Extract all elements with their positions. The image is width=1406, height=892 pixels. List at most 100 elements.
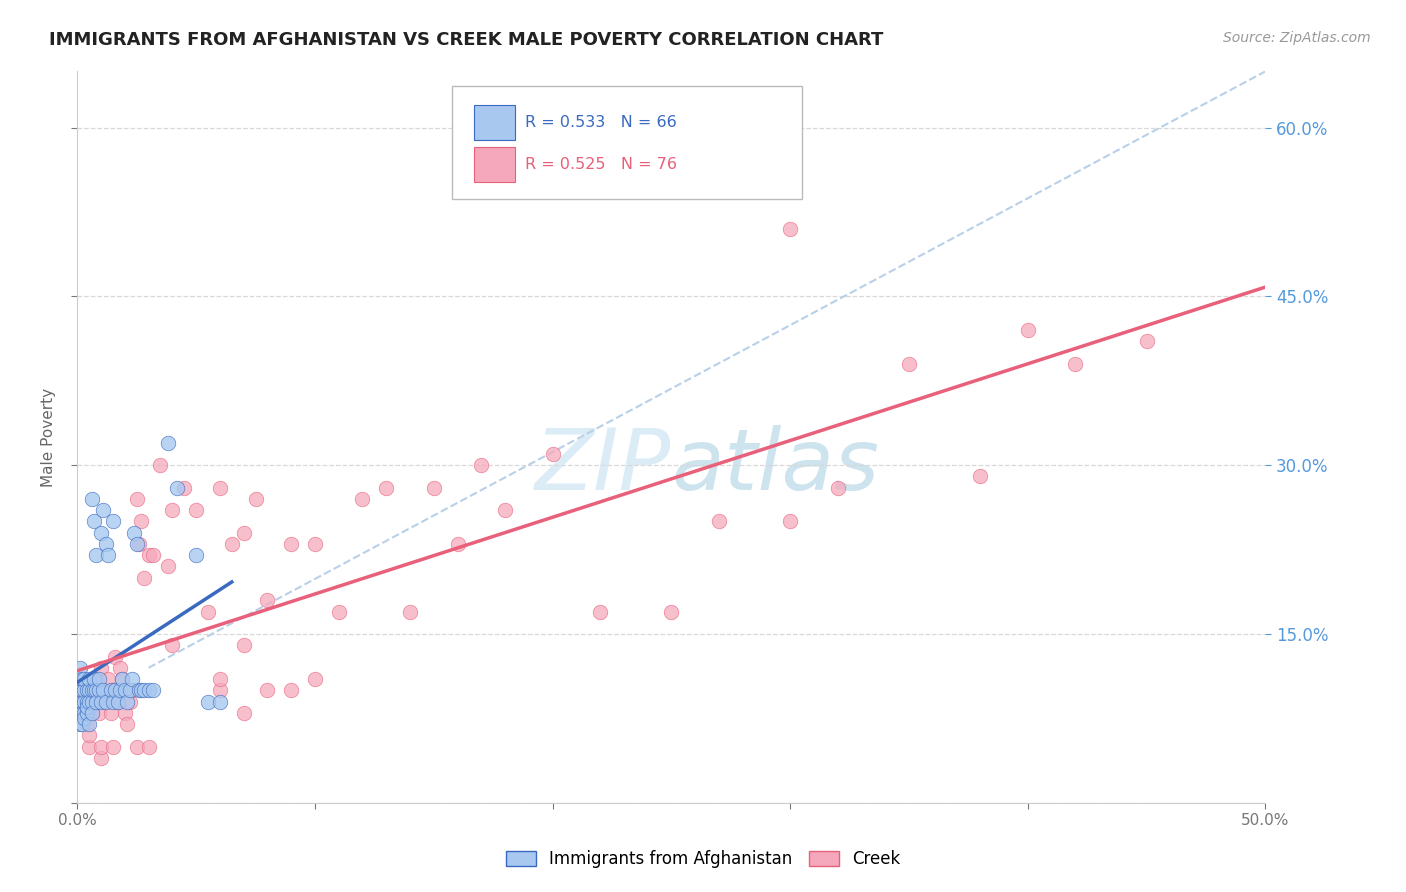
Text: IMMIGRANTS FROM AFGHANISTAN VS CREEK MALE POVERTY CORRELATION CHART: IMMIGRANTS FROM AFGHANISTAN VS CREEK MAL…: [49, 31, 883, 49]
Point: [90, 751, 112, 765]
Point: [131, 683, 153, 698]
Point: [423, 481, 446, 495]
Point: [86, 683, 108, 698]
Point: [197, 605, 219, 619]
Point: [661, 605, 683, 619]
Point: [86, 694, 108, 708]
Point: [108, 683, 131, 698]
Point: [114, 683, 136, 698]
Point: [80, 491, 103, 506]
Point: [173, 481, 195, 495]
Point: [304, 672, 326, 686]
Point: [138, 739, 160, 754]
Point: [76, 683, 98, 698]
Point: [208, 672, 231, 686]
Point: [115, 717, 138, 731]
Point: [138, 548, 160, 562]
Point: [375, 481, 398, 495]
Point: [101, 694, 124, 708]
Point: [232, 638, 254, 652]
Point: [208, 694, 231, 708]
Point: [256, 593, 278, 607]
Point: [69, 672, 91, 686]
Text: ZIP: ZIP: [536, 425, 672, 508]
Point: [280, 683, 302, 698]
Point: [121, 672, 143, 686]
Point: [541, 447, 564, 461]
Point: [232, 706, 254, 720]
Point: [104, 683, 127, 698]
Point: [186, 503, 208, 517]
Point: [107, 694, 129, 708]
Point: [90, 739, 112, 754]
Point: [108, 661, 131, 675]
Point: [827, 481, 849, 495]
Point: [256, 683, 278, 698]
Point: [898, 357, 921, 371]
Point: [94, 694, 117, 708]
Point: [73, 706, 96, 720]
Point: [162, 503, 184, 517]
Point: [97, 548, 120, 562]
Point: [73, 694, 96, 708]
Point: [76, 700, 98, 714]
Point: [124, 525, 146, 540]
Point: [101, 739, 124, 754]
Point: [221, 537, 243, 551]
Point: [77, 728, 100, 742]
Point: [1064, 357, 1087, 371]
Point: [76, 694, 98, 708]
Point: [142, 683, 165, 698]
Point: [70, 683, 93, 698]
Point: [115, 694, 138, 708]
Point: [128, 683, 150, 698]
Point: [589, 605, 612, 619]
Point: [149, 458, 172, 473]
Point: [97, 672, 120, 686]
Point: [93, 503, 115, 517]
Point: [80, 706, 103, 720]
Point: [73, 694, 96, 708]
Point: [93, 683, 115, 698]
Point: [83, 694, 105, 708]
Point: [90, 661, 112, 675]
Point: [93, 683, 115, 698]
Point: [132, 571, 155, 585]
Point: [399, 605, 422, 619]
Point: [69, 706, 91, 720]
Point: [111, 672, 134, 686]
Point: [779, 222, 801, 236]
Point: [87, 706, 110, 720]
Point: [87, 683, 110, 698]
Point: [125, 491, 148, 506]
FancyBboxPatch shape: [474, 147, 515, 182]
Point: [107, 694, 129, 708]
Point: [186, 548, 208, 562]
FancyBboxPatch shape: [451, 86, 801, 200]
Point: [166, 481, 188, 495]
Point: [446, 537, 468, 551]
Point: [83, 515, 105, 529]
Point: [280, 537, 302, 551]
Point: [494, 503, 516, 517]
Point: [128, 537, 150, 551]
Point: [73, 711, 96, 725]
Point: [100, 706, 122, 720]
Point: [80, 706, 103, 720]
Point: [969, 469, 991, 483]
Point: [142, 548, 165, 562]
Point: [470, 458, 492, 473]
Point: [69, 661, 91, 675]
Point: [125, 537, 148, 551]
Point: [131, 515, 153, 529]
Point: [208, 683, 231, 698]
Point: [156, 435, 179, 450]
Point: [125, 739, 148, 754]
Y-axis label: Male Poverty: Male Poverty: [41, 387, 56, 487]
Point: [90, 525, 112, 540]
Point: [70, 706, 93, 720]
Point: [101, 515, 124, 529]
Point: [70, 672, 93, 686]
Point: [77, 694, 100, 708]
Text: R = 0.525   N = 76: R = 0.525 N = 76: [526, 157, 678, 172]
